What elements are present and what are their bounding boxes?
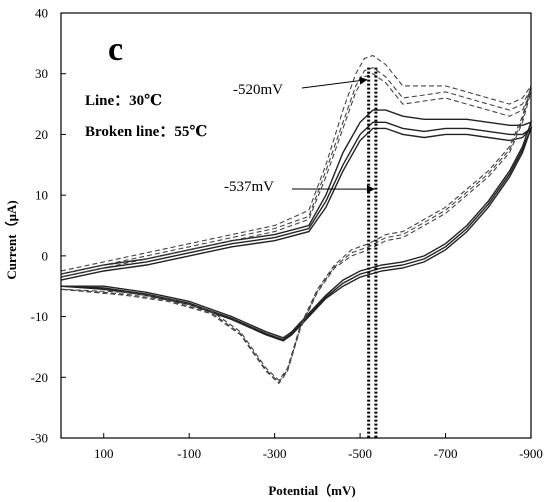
annotations: -520mV -537mV: [224, 76, 375, 195]
y-tick-label: 40: [35, 6, 48, 21]
y-axis-title: Current（μA): [4, 200, 19, 279]
x-tick-label: -500: [348, 446, 372, 461]
series-solid-2: [60, 121, 533, 341]
peak-marker-lines: [367, 67, 378, 438]
series-dashed-4: [60, 73, 532, 385]
x-tick-label: -900: [519, 446, 543, 461]
peak-annotation-label: -520mV: [233, 82, 283, 98]
y-tick-label: 30: [35, 66, 48, 81]
x-tick-label: 100: [94, 446, 114, 461]
peak-annotation-label: -537mV: [224, 179, 274, 195]
y-tick-label: 0: [42, 248, 49, 263]
axis-ticks: 100 -100 -300 -500 -700 -900-30-20-1001020304…: [31, 6, 543, 462]
series-solid-3: [60, 109, 533, 339]
y-tick-label: -10: [31, 309, 48, 324]
y-tick-label: -30: [31, 431, 48, 446]
legend-entry-dashed: Broken line：55℃: [85, 124, 207, 140]
y-tick-label: 20: [35, 127, 48, 142]
y-tick-label: 10: [35, 188, 48, 203]
series-dashed-6: [60, 54, 532, 382]
series-layer: [60, 54, 533, 385]
legend-entry-solid: Line：30℃: [85, 93, 162, 109]
series-dashed-5: [60, 66, 532, 383]
peak-annotation-arrow: [301, 76, 368, 89]
x-tick-label: -300: [263, 446, 287, 461]
x-axis-title: Potential（mV): [268, 483, 355, 498]
plot-area-frame: [60, 12, 532, 439]
x-tick-label: -700: [434, 446, 458, 461]
panel-label: c: [108, 31, 123, 68]
x-tick-label: -100: [177, 446, 201, 461]
y-tick-label: -20: [31, 370, 48, 385]
